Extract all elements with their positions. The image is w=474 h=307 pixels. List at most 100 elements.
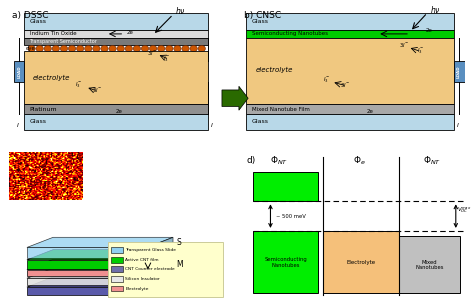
Bar (111, 286, 123, 291)
Bar (246, 13, 454, 30)
Bar (253, 172, 319, 201)
Text: $I$: $I$ (16, 121, 20, 129)
Circle shape (198, 45, 205, 52)
Bar (454, 61, 465, 82)
Bar (25, 114, 208, 130)
Text: dye: dye (26, 46, 35, 51)
Text: $I_3^-$: $I_3^-$ (75, 81, 83, 91)
Text: Transparent Semiconductor: Transparent Semiconductor (29, 39, 97, 44)
Text: $h\nu$: $h\nu$ (175, 5, 186, 16)
Polygon shape (147, 237, 173, 258)
Circle shape (36, 45, 43, 52)
Text: 2e: 2e (126, 30, 133, 35)
Bar (246, 30, 454, 38)
Text: Mixed Nanotube Film: Mixed Nanotube Film (252, 107, 310, 111)
Text: $\Phi_{NT}$: $\Phi_{NT}$ (270, 155, 288, 167)
Polygon shape (27, 287, 147, 295)
Circle shape (182, 45, 189, 52)
Text: Electrolyte: Electrolyte (346, 260, 375, 265)
Text: S: S (176, 238, 181, 247)
Text: Transparent Glass Slide: Transparent Glass Slide (126, 248, 176, 252)
Polygon shape (27, 250, 173, 260)
Text: Glass: Glass (252, 19, 269, 24)
Circle shape (28, 45, 35, 52)
Bar (111, 247, 123, 253)
Polygon shape (27, 247, 147, 258)
Polygon shape (147, 277, 173, 295)
Circle shape (44, 45, 51, 52)
Text: a) DSSC: a) DSSC (12, 11, 49, 20)
Bar (111, 276, 123, 282)
Polygon shape (27, 278, 147, 285)
Bar (25, 104, 208, 114)
Text: d): d) (246, 156, 256, 165)
Circle shape (84, 45, 92, 52)
Text: $I$: $I$ (456, 121, 459, 129)
Circle shape (141, 45, 149, 52)
Bar (246, 38, 454, 104)
Bar (25, 30, 208, 38)
Circle shape (165, 45, 173, 52)
Text: Mixed
Nanotubes: Mixed Nanotubes (415, 259, 444, 270)
Circle shape (109, 45, 116, 52)
Bar (14, 61, 25, 82)
Text: LOAD: LOAD (457, 65, 461, 78)
Text: $3I^-$: $3I^-$ (147, 49, 157, 57)
Bar (111, 257, 123, 263)
Text: $V_{OC}^{max}$: $V_{OC}^{max}$ (457, 206, 472, 216)
Text: CNT Counter electrode: CNT Counter electrode (126, 267, 175, 271)
Text: $I_3^-$: $I_3^-$ (417, 46, 424, 56)
Text: 2e: 2e (425, 28, 432, 33)
Text: Platinum: Platinum (29, 107, 57, 111)
Polygon shape (27, 237, 173, 247)
Text: 2e: 2e (366, 109, 374, 114)
Text: M: M (176, 260, 183, 269)
Polygon shape (27, 277, 173, 287)
Bar (25, 38, 208, 45)
Polygon shape (147, 250, 173, 269)
Circle shape (101, 45, 108, 52)
Text: $3I^-$: $3I^-$ (340, 81, 351, 89)
FancyArrow shape (222, 86, 248, 110)
Bar (25, 51, 208, 104)
Text: c): c) (9, 156, 18, 165)
Text: Electrolyte: Electrolyte (126, 286, 149, 290)
Text: b) CNSC: b) CNSC (244, 11, 282, 20)
Circle shape (93, 45, 100, 52)
Text: electrolyte: electrolyte (33, 75, 70, 81)
Text: $3I^-$: $3I^-$ (399, 41, 410, 49)
Bar (323, 231, 399, 293)
Text: Glass: Glass (29, 119, 46, 124)
Text: Indium Tin Oxide: Indium Tin Oxide (29, 31, 76, 37)
Polygon shape (27, 260, 147, 269)
Circle shape (125, 45, 132, 52)
Text: $I$: $I$ (210, 121, 214, 129)
Text: 2e: 2e (116, 109, 123, 114)
Bar (246, 114, 454, 130)
Polygon shape (147, 268, 173, 285)
Text: $\Phi_{NT}$: $\Phi_{NT}$ (423, 155, 441, 167)
Bar (108, 242, 223, 297)
Bar (111, 266, 123, 272)
Text: ~ 500 meV: ~ 500 meV (276, 214, 306, 219)
Bar (399, 236, 460, 293)
Bar (25, 13, 208, 30)
Text: Glass: Glass (252, 119, 269, 124)
Circle shape (117, 45, 124, 52)
Text: Semiconducting
Nanotubes: Semiconducting Nanotubes (264, 257, 307, 268)
Text: LOAD: LOAD (18, 65, 21, 78)
Circle shape (174, 45, 181, 52)
Text: $\Phi_{e}$: $\Phi_{e}$ (354, 155, 366, 167)
Circle shape (52, 45, 60, 52)
Polygon shape (147, 259, 173, 276)
Polygon shape (27, 259, 173, 270)
Text: Glass: Glass (29, 19, 46, 24)
Bar (246, 104, 454, 114)
Polygon shape (27, 268, 173, 278)
Text: $I_3^-$: $I_3^-$ (323, 76, 330, 85)
Circle shape (157, 45, 165, 52)
Text: Semiconducting Nanotubes: Semiconducting Nanotubes (252, 31, 328, 37)
Polygon shape (27, 270, 147, 276)
Circle shape (133, 45, 141, 52)
Text: Silicon Insulator: Silicon Insulator (126, 277, 160, 281)
